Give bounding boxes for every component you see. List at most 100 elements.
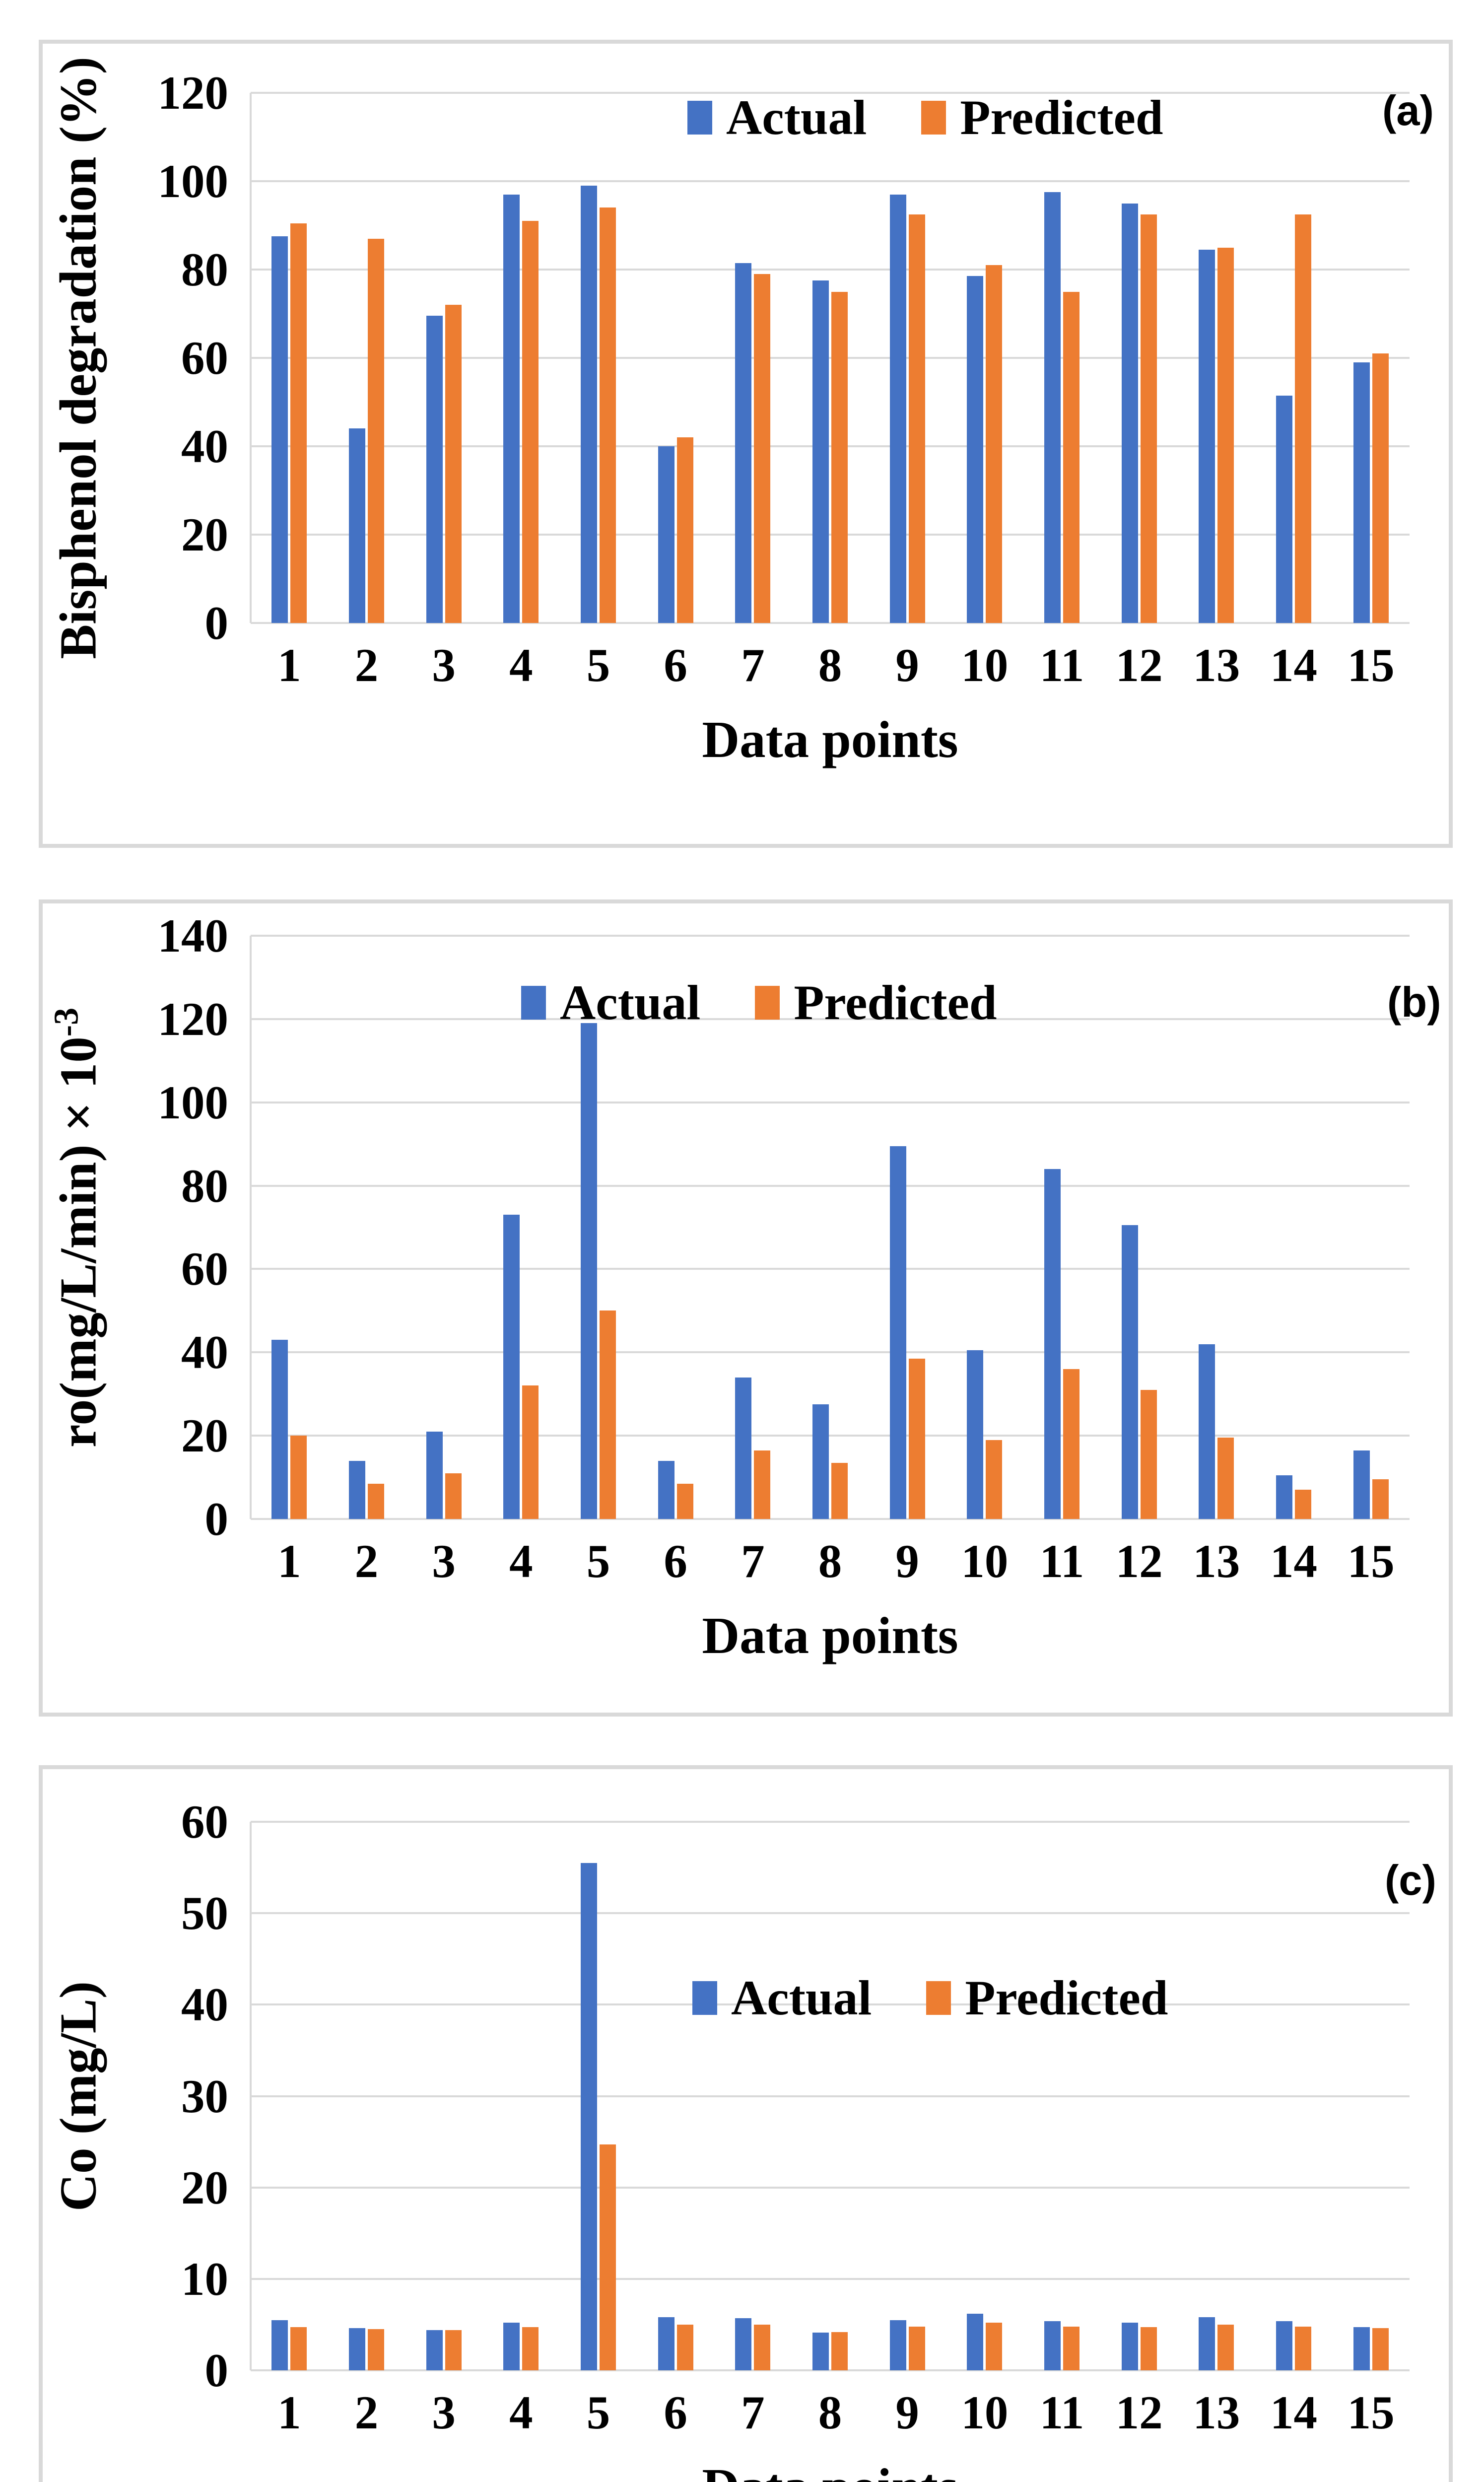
chart-panel-a: Bisphenol degradation (%) Actual Predict… [39,40,1453,848]
x-tick-label-8: 8 [818,1535,842,1587]
bar-actual-8 [812,2333,829,2370]
bar-actual-4 [503,2323,520,2370]
bar-predicted-3 [445,305,462,623]
bar-actual-15 [1353,1450,1370,1519]
bar-predicted-6 [676,437,693,623]
x-tick-label-3: 3 [432,1535,456,1587]
legend-swatch-predicted-icon [926,1981,951,2015]
bar-predicted-10 [986,265,1003,623]
x-tick-label-4: 4 [509,1535,533,1587]
bar-predicted-9 [908,1358,925,1519]
x-tick-label-2: 2 [354,639,379,691]
bar-actual-12 [1121,1225,1138,1519]
bar-predicted-6 [676,1483,693,1519]
gridline-y-40 [251,1351,1410,1354]
gridline-y-120 [251,1018,1410,1020]
x-axis-title: Data points [251,2457,1410,2482]
x-tick-label-1: 1 [277,1535,301,1587]
chart-panel-c: Co (mg/L) Actual Predicted (c) Data poin… [39,1765,1453,2482]
gridline-y-0 [251,2369,1410,2371]
panel-letter: (b) [1387,979,1441,1026]
bar-actual-11 [1044,192,1061,623]
x-tick-label-8: 8 [818,639,842,691]
bar-predicted-6 [676,2324,693,2370]
y-axis-line [250,936,252,1519]
bar-actual-10 [967,276,984,623]
x-tick-label-15: 15 [1347,1535,1395,1587]
bar-predicted-15 [1372,353,1389,623]
bar-actual-13 [1199,1344,1215,1519]
bar-actual-7 [735,1377,752,1519]
bar-actual-7 [735,2318,752,2370]
bar-actual-4 [503,1215,520,1519]
bar-predicted-12 [1140,2327,1157,2370]
bar-predicted-3 [445,1473,462,1519]
bar-predicted-13 [1217,247,1234,623]
gridline-y-20 [251,534,1410,536]
bar-predicted-7 [754,1450,771,1519]
x-tick-label-2: 2 [354,1535,379,1587]
legend-swatch-actual-icon [687,101,712,135]
y-tick-label-30: 30 [181,2069,228,2123]
x-tick-label-13: 13 [1193,639,1240,691]
bar-predicted-10 [986,2323,1003,2370]
bar-predicted-2 [368,238,384,623]
bar-predicted-4 [522,221,539,623]
bar-actual-3 [426,316,443,623]
y-tick-label-60: 60 [181,1795,228,1848]
chart-panel-b: ro(mg/L/min) × 10-3 Actual Predicted (b)… [39,899,1453,1717]
bar-predicted-5 [600,1310,616,1519]
bar-predicted-9 [908,214,925,623]
bar-predicted-5 [600,207,616,623]
x-tick-label-11: 11 [1039,1535,1084,1587]
gridline-y-60 [251,1268,1410,1270]
bar-actual-9 [889,2320,906,2370]
y-tick-label-80: 80 [181,1159,228,1212]
x-tick-label-8: 8 [818,2386,842,2439]
x-tick-label-5: 5 [586,1535,610,1587]
gridline-y-0 [251,622,1410,624]
y-tick-label-60: 60 [181,332,228,384]
x-tick-label-14: 14 [1270,1535,1317,1587]
x-tick-label-7: 7 [741,639,765,691]
bar-actual-14 [1276,395,1292,623]
x-tick-label-13: 13 [1193,1535,1240,1587]
x-tick-label-12: 12 [1115,639,1163,691]
panel-letter: (a) [1382,87,1434,135]
gridline-y-30 [251,2095,1410,2097]
legend-swatch-predicted-icon [921,101,946,135]
x-axis-title: Data points [702,1606,958,1664]
y-tick-label-80: 80 [181,243,228,296]
gridline-y-20 [251,1435,1410,1437]
bar-predicted-1 [290,223,307,623]
bar-actual-2 [349,428,365,623]
bar-predicted-2 [368,1483,384,1519]
x-tick-label-10: 10 [961,639,1009,691]
bar-actual-14 [1276,2321,1292,2370]
bar-actual-3 [426,2330,443,2370]
bar-actual-8 [812,1404,829,1519]
x-axis-title: Data points [702,710,958,768]
y-tick-label-40: 40 [181,420,228,473]
legend-label-predicted: Predicted [794,975,997,1030]
bar-actual-12 [1121,2323,1138,2370]
x-tick-label-14: 14 [1270,639,1317,691]
legend-swatch-actual-icon [692,1981,717,2015]
x-tick-label-1: 1 [277,639,301,691]
gridline-y-100 [251,180,1410,182]
bar-actual-15 [1353,362,1370,623]
bar-actual-6 [658,446,675,623]
x-tick-label-14: 14 [1270,2386,1317,2439]
bar-predicted-3 [445,2330,462,2370]
bar-predicted-12 [1140,1389,1157,1519]
x-tick-label-9: 9 [895,639,919,691]
bar-predicted-11 [1063,291,1079,623]
bar-actual-2 [349,2328,365,2370]
bar-actual-1 [271,1340,288,1519]
bar-actual-13 [1199,2317,1215,2370]
bar-predicted-15 [1372,2328,1389,2370]
bar-predicted-8 [831,1462,848,1519]
bar-actual-7 [735,263,752,623]
x-tick-label-7: 7 [741,1535,765,1587]
bar-actual-1 [271,2320,288,2370]
